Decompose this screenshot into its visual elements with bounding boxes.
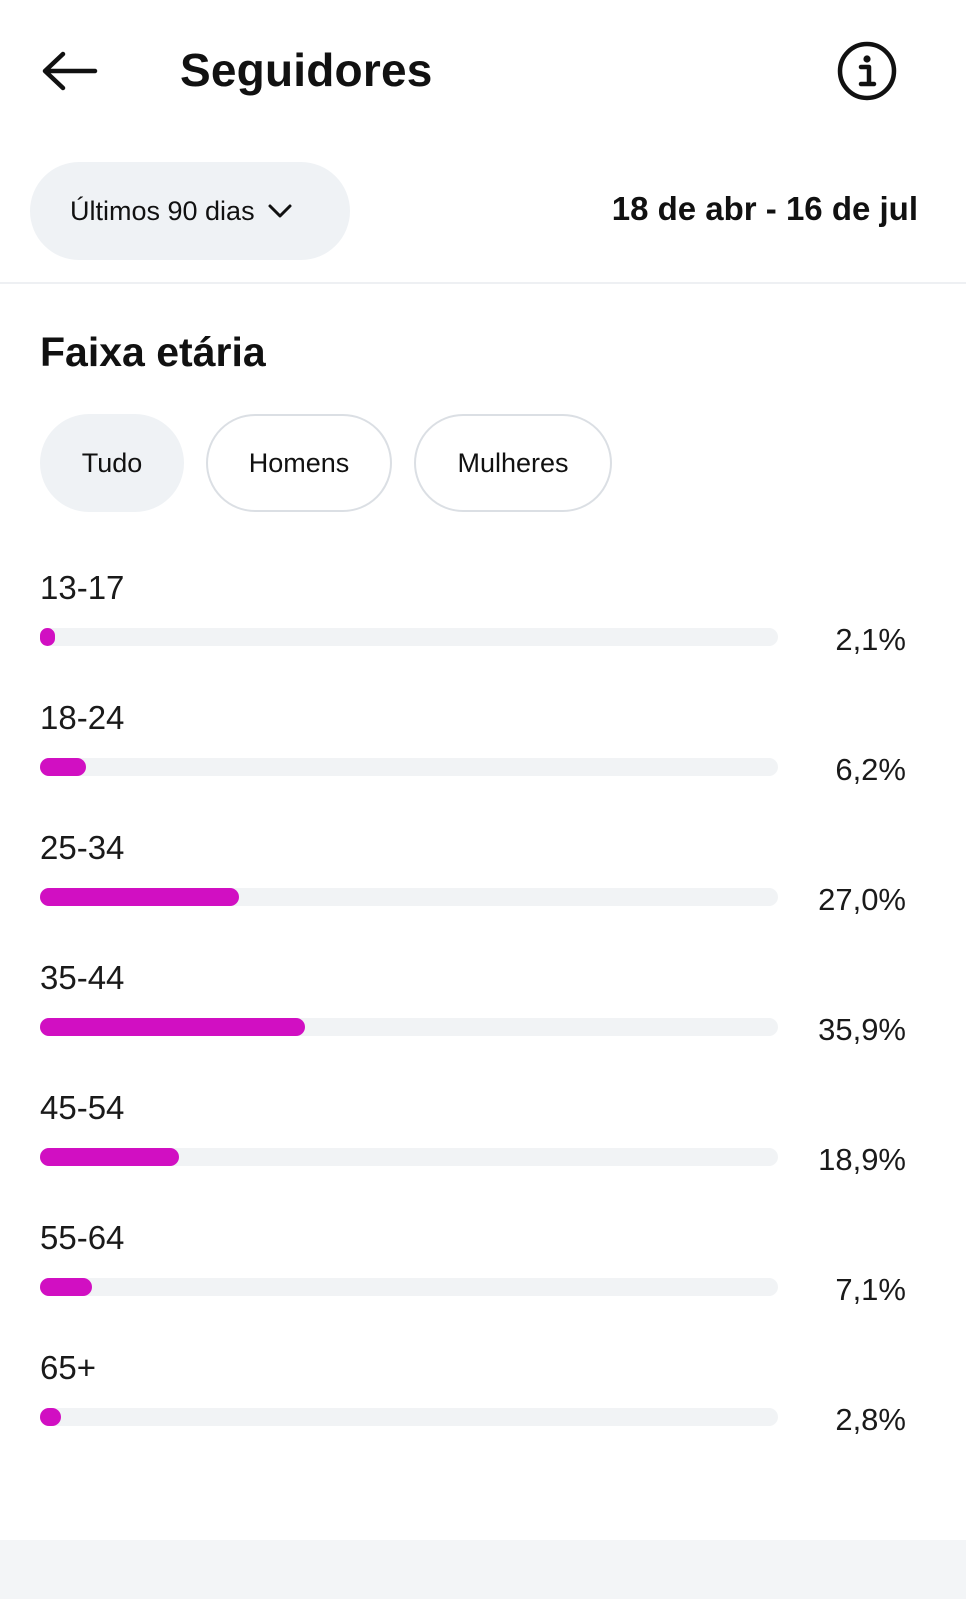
age-row: 65+ 2,8% bbox=[0, 1340, 966, 1470]
bar-fill bbox=[40, 1408, 61, 1426]
bar-fill bbox=[40, 1278, 92, 1296]
age-group-list: 13-17 2,1% 18-24 6,2% 25-34 27,0% 35-44 … bbox=[0, 560, 966, 1470]
percent-value: 35,9% bbox=[818, 1010, 906, 1050]
bar-track bbox=[40, 1408, 778, 1426]
gender-filter-chips: Tudo Homens Mulheres bbox=[40, 414, 634, 512]
percent-value: 6,2% bbox=[835, 750, 906, 790]
age-row: 45-54 18,9% bbox=[0, 1080, 966, 1210]
age-row: 18-24 6,2% bbox=[0, 690, 966, 820]
age-label: 35-44 bbox=[40, 958, 124, 998]
back-button[interactable] bbox=[36, 42, 102, 100]
page-title: Seguidores bbox=[180, 40, 433, 100]
bar-track bbox=[40, 888, 778, 906]
age-label: 65+ bbox=[40, 1348, 96, 1388]
age-label: 18-24 bbox=[40, 698, 124, 738]
bar-track bbox=[40, 628, 778, 646]
filter-chip-mulheres[interactable]: Mulheres bbox=[414, 414, 612, 512]
filter-chip-homens[interactable]: Homens bbox=[206, 414, 392, 512]
percent-value: 27,0% bbox=[818, 880, 906, 920]
age-label: 45-54 bbox=[40, 1088, 124, 1128]
info-button[interactable] bbox=[836, 40, 898, 102]
bar-fill bbox=[40, 888, 239, 906]
bar-track bbox=[40, 1018, 778, 1036]
bar-track bbox=[40, 1278, 778, 1296]
age-row: 55-64 7,1% bbox=[0, 1210, 966, 1340]
header: Seguidores bbox=[0, 0, 966, 140]
section-title: Faixa etária bbox=[40, 326, 266, 378]
info-circle-icon bbox=[836, 40, 898, 102]
age-row: 25-34 27,0% bbox=[0, 820, 966, 950]
age-label: 55-64 bbox=[40, 1218, 124, 1258]
arrow-left-icon bbox=[39, 51, 99, 91]
percent-value: 2,8% bbox=[835, 1400, 906, 1440]
percent-value: 7,1% bbox=[835, 1270, 906, 1310]
age-label: 25-34 bbox=[40, 828, 124, 868]
date-range-label: Últimos 90 dias bbox=[70, 196, 255, 227]
age-row: 13-17 2,1% bbox=[0, 560, 966, 690]
age-row: 35-44 35,9% bbox=[0, 950, 966, 1080]
bar-fill bbox=[40, 628, 55, 646]
age-label: 13-17 bbox=[40, 568, 124, 608]
bar-fill bbox=[40, 1018, 305, 1036]
date-filter-row: Últimos 90 dias 18 de abr - 16 de jul bbox=[0, 160, 966, 262]
date-range-text: 18 de abr - 16 de jul bbox=[612, 190, 918, 228]
date-range-dropdown[interactable]: Últimos 90 dias bbox=[30, 162, 350, 260]
bar-track bbox=[40, 1148, 778, 1166]
bar-fill bbox=[40, 1148, 179, 1166]
divider bbox=[0, 282, 966, 284]
footer-band bbox=[0, 1540, 966, 1599]
percent-value: 18,9% bbox=[818, 1140, 906, 1180]
filter-chip-tudo[interactable]: Tudo bbox=[40, 414, 184, 512]
chevron-down-icon bbox=[267, 202, 293, 220]
bar-track bbox=[40, 758, 778, 776]
bar-fill bbox=[40, 758, 86, 776]
percent-value: 2,1% bbox=[835, 620, 906, 660]
